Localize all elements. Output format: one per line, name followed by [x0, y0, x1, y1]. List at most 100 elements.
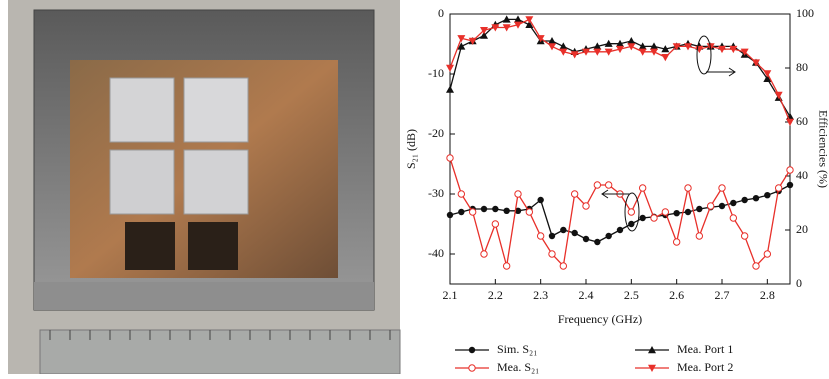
- y2-tick-label: 80: [796, 60, 808, 74]
- marker: [763, 74, 772, 82]
- legend-marker: [468, 364, 476, 372]
- marker: [446, 85, 454, 93]
- series-line: [449, 18, 791, 117]
- marker: [627, 37, 636, 45]
- marker: [559, 42, 568, 50]
- marker: [627, 43, 636, 51]
- marker: [548, 37, 556, 45]
- marker: [446, 211, 454, 219]
- marker: [672, 43, 681, 51]
- marker: [559, 262, 568, 270]
- marker: [491, 220, 500, 228]
- marker: [661, 45, 670, 53]
- marker: [548, 43, 556, 51]
- marker: [616, 39, 624, 47]
- marker: [480, 205, 488, 213]
- marker: [786, 181, 794, 189]
- marker: [548, 250, 556, 258]
- marker: [616, 226, 624, 234]
- annotation: [696, 35, 712, 75]
- x-tick-label: 2.7: [715, 288, 730, 302]
- plot-frame: [449, 13, 791, 285]
- y2-tick-label: 20: [796, 222, 808, 236]
- marker: [457, 190, 466, 198]
- marker: [593, 48, 602, 56]
- legend-marker: [648, 364, 656, 372]
- marker: [740, 232, 749, 240]
- marker: [695, 232, 704, 240]
- marker: [752, 195, 760, 202]
- marker: [502, 262, 511, 270]
- marker: [650, 42, 658, 50]
- x-tick-label: 2.3: [533, 288, 548, 302]
- marker: [638, 42, 647, 50]
- marker: [480, 250, 488, 258]
- marker: [514, 15, 522, 23]
- marker: [593, 42, 602, 50]
- y-tick-label: -30: [428, 186, 444, 200]
- marker: [514, 190, 522, 198]
- marker: [604, 39, 613, 47]
- marker: [514, 21, 522, 29]
- marker: [548, 232, 556, 240]
- marker: [503, 207, 510, 214]
- marker: [661, 54, 670, 62]
- legend-label: Sim. S₂₁: [497, 342, 537, 356]
- marker: [786, 166, 794, 174]
- marker: [536, 232, 545, 240]
- marker: [661, 208, 670, 216]
- marker: [786, 118, 794, 126]
- marker: [582, 48, 590, 56]
- marker: [525, 20, 534, 28]
- marker: [729, 45, 738, 54]
- marker: [594, 238, 601, 246]
- marker: [570, 51, 579, 59]
- chart: Frequency (GHz) S₂₁ (dB) Efficiencies (%…: [404, 110, 829, 326]
- x-axis-label: Frequency (GHz): [558, 312, 642, 326]
- marker: [502, 15, 511, 23]
- marker: [684, 43, 692, 51]
- y-tick-label: -40: [428, 246, 444, 260]
- y2-tick-label: 100: [796, 6, 814, 20]
- marker: [446, 64, 454, 72]
- marker: [673, 210, 680, 217]
- marker: [468, 208, 477, 216]
- marker: [525, 208, 534, 216]
- marker: [672, 238, 681, 246]
- x-tick-label: 2.2: [488, 288, 503, 302]
- marker: [593, 181, 602, 189]
- marker: [763, 250, 772, 258]
- x-tick-label: 2.4: [579, 288, 594, 302]
- marker: [684, 184, 692, 192]
- photo: [8, 0, 401, 375]
- marker: [740, 48, 749, 56]
- marker: [639, 214, 646, 222]
- marker: [774, 184, 783, 192]
- y-axis-label: S₂₁ (dB): [404, 129, 418, 169]
- marker: [650, 214, 658, 222]
- marker: [491, 24, 500, 32]
- marker: [729, 214, 738, 222]
- marker: [616, 45, 624, 54]
- marker: [718, 202, 726, 210]
- marker: [628, 220, 635, 228]
- marker: [582, 202, 590, 210]
- marker: [480, 31, 488, 39]
- marker: [706, 202, 715, 210]
- y-tick-label: -20: [428, 126, 444, 140]
- marker: [650, 48, 658, 56]
- marker: [536, 35, 545, 43]
- marker: [696, 205, 703, 213]
- x-tick-label: 2.6: [669, 288, 684, 302]
- marker: [627, 208, 636, 216]
- series-line: [449, 157, 791, 268]
- marker: [604, 48, 613, 56]
- marker: [571, 229, 578, 237]
- marker: [502, 24, 511, 32]
- y2-tick-label: 0: [796, 276, 802, 290]
- marker: [570, 190, 579, 198]
- y-tick-label: 0: [438, 6, 444, 20]
- marker: [457, 42, 466, 50]
- marker: [582, 235, 590, 243]
